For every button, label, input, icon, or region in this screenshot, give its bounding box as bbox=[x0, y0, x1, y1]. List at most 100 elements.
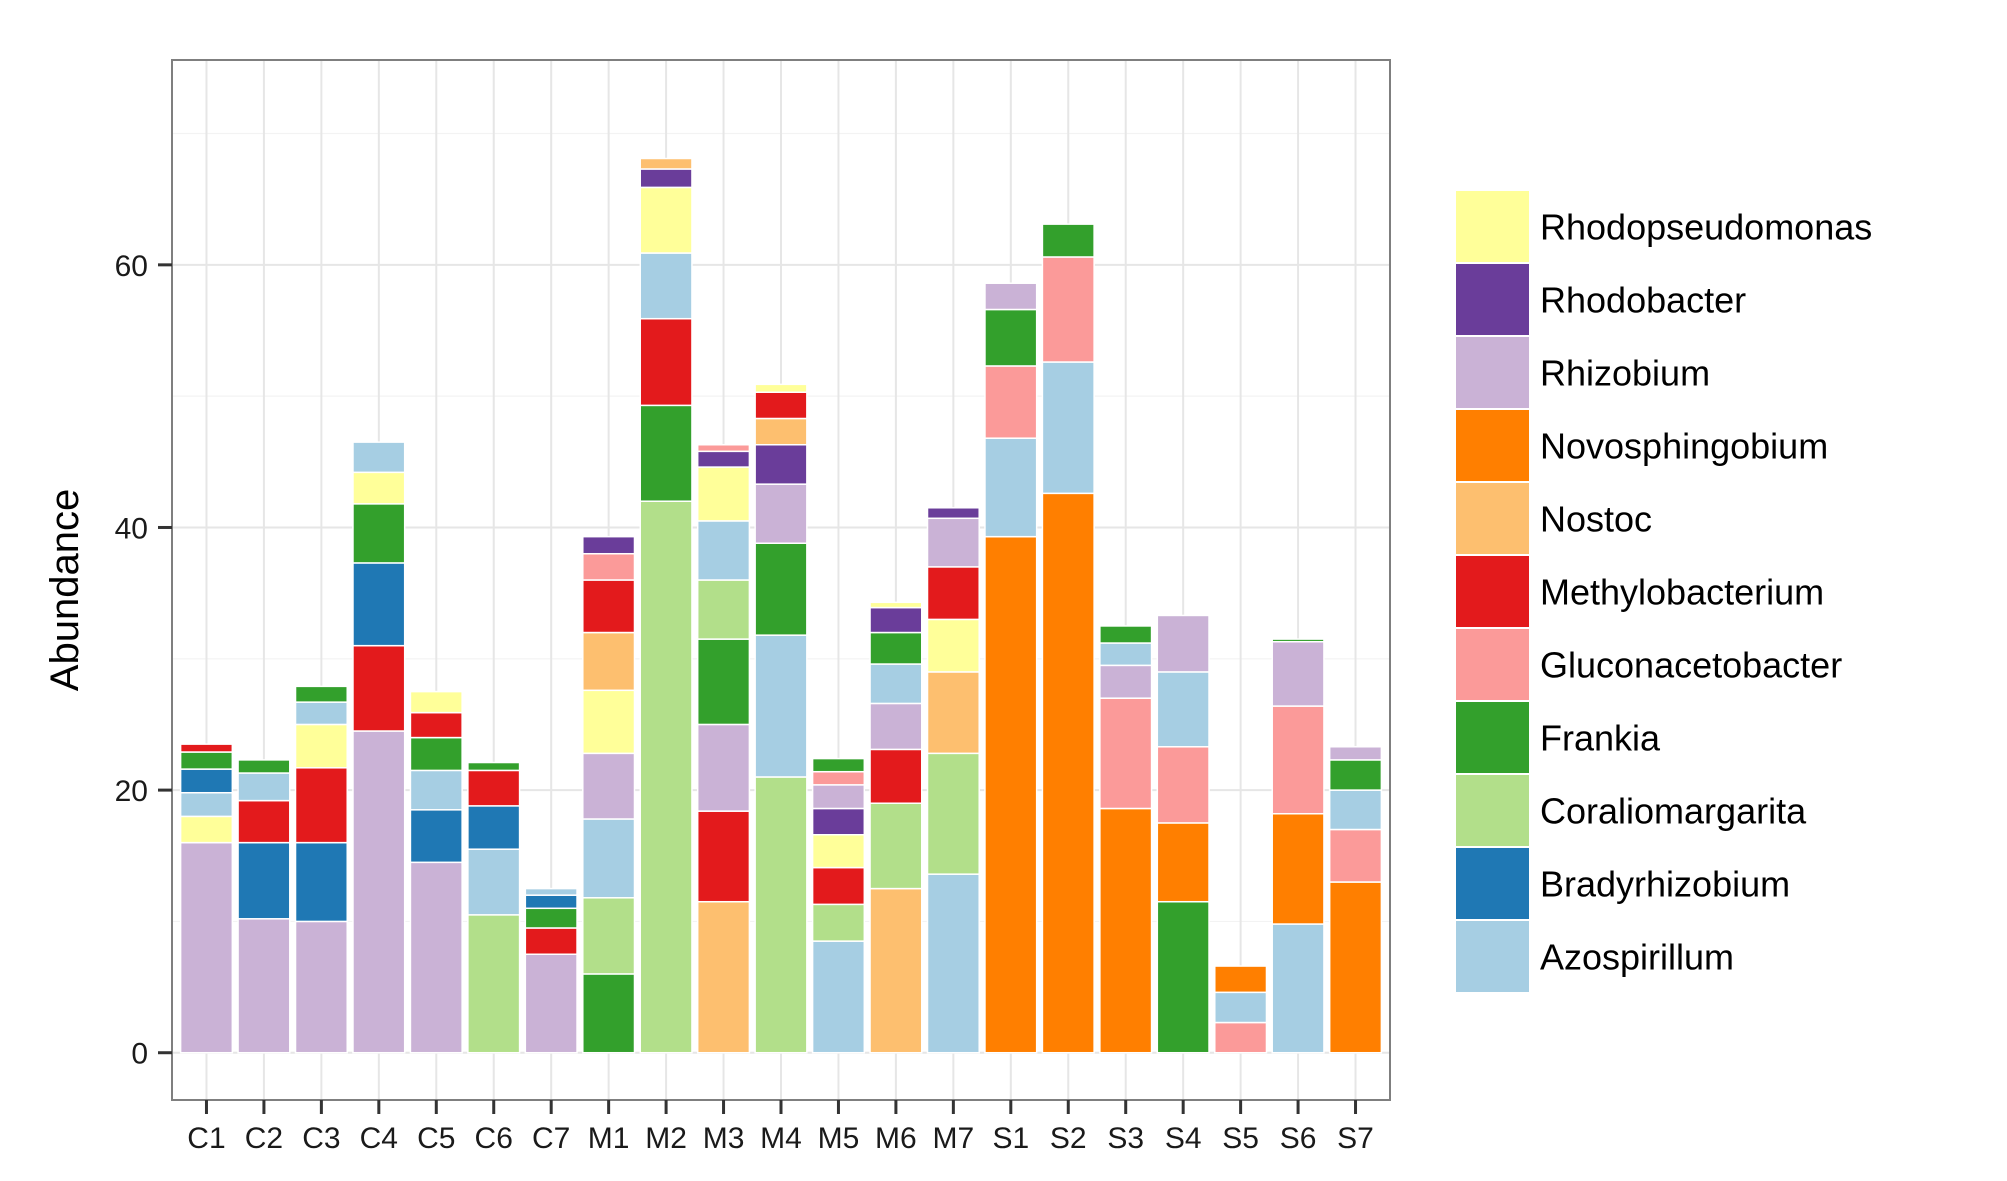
bar-segment-M7-azospirillum bbox=[926, 873, 980, 1054]
legend-swatch-frankia bbox=[1454, 700, 1531, 775]
bar-segment-M4-azospirillum bbox=[754, 634, 808, 778]
bar-segment-C3-methylobacterium bbox=[294, 767, 348, 844]
bar-segment-C1-methylobacterium bbox=[179, 743, 234, 753]
bar-segment-S3-gluconacetobacter bbox=[1099, 697, 1153, 810]
bar-segment-M5-rhodopseudomonas bbox=[811, 833, 866, 869]
x-tick-label: S1 bbox=[992, 1122, 1029, 1155]
bar-segment-S4-gluconacetobacter bbox=[1156, 746, 1210, 824]
legend-label-rhizobium: Rhizobium bbox=[1540, 353, 1710, 394]
legend-label-novosphingobium: Novosphingobium bbox=[1540, 426, 1828, 467]
bar-segment-C7-azospirillum bbox=[524, 887, 578, 896]
bar-segment-M2-frankia bbox=[639, 404, 693, 502]
legend-label-rhodopseudomonas: Rhodopseudomonas bbox=[1540, 207, 1872, 248]
bar-segment-C3-frankia bbox=[294, 685, 348, 703]
bar-segment-S7-novosphingobium bbox=[1328, 881, 1383, 1054]
bar-segment-M4-frankia bbox=[754, 542, 808, 636]
x-tick-label: C6 bbox=[475, 1122, 513, 1155]
x-tick-label: S5 bbox=[1222, 1122, 1259, 1155]
x-tick-label: M7 bbox=[933, 1122, 975, 1155]
bar-segment-M7-methylobacterium bbox=[926, 566, 980, 621]
bar-segment-M2-rhodobacter bbox=[639, 168, 693, 189]
bar-segment-S4-rhizobium bbox=[1156, 614, 1210, 673]
bar-segment-S1-rhizobium bbox=[984, 282, 1038, 311]
bar-segment-M1-frankia bbox=[582, 973, 636, 1054]
bar-segment-M7-rhodobacter bbox=[926, 507, 980, 520]
bar-segment-M6-rhizobium bbox=[869, 702, 923, 751]
legend-label-nostoc: Nostoc bbox=[1540, 499, 1652, 540]
bar-segment-M6-coraliomargarita bbox=[869, 802, 923, 890]
x-tick-label: C7 bbox=[532, 1122, 570, 1155]
legend: Rhodopseudomonas Rhodobacter Rhizobium Novo… bbox=[1454, 189, 1872, 994]
bar-segment-M4-rhodobacter bbox=[754, 443, 808, 485]
bar-segment-C5-rhizobium bbox=[409, 861, 463, 1054]
x-tick-label: C2 bbox=[245, 1122, 283, 1155]
bar-segment-M7-nostoc bbox=[926, 671, 980, 755]
bar-segment-M5-rhodobacter bbox=[811, 807, 866, 836]
bar-segment-M2-azospirillum bbox=[639, 252, 693, 320]
x-tick-label: C3 bbox=[302, 1122, 340, 1155]
bar-segment-S5-novosphingobium bbox=[1214, 965, 1268, 994]
bar-segment-S7-rhizobium bbox=[1328, 746, 1383, 761]
bar-segment-C4-rhodopseudomonas bbox=[352, 471, 406, 505]
bar-segment-M3-coraliomargarita bbox=[696, 579, 751, 640]
bar-segment-S3-azospirillum bbox=[1099, 642, 1153, 667]
bar-segment-C1-azospirillum bbox=[179, 791, 234, 818]
legend-swatch-azospirillum bbox=[1454, 919, 1531, 994]
bar-segment-S7-gluconacetobacter bbox=[1328, 828, 1383, 883]
x-tick-label: M5 bbox=[818, 1122, 860, 1155]
bar-segment-C2-rhizobium bbox=[237, 918, 291, 1054]
legend-swatch-methylobacterium bbox=[1454, 554, 1531, 629]
bar-segment-M2-rhodopseudomonas bbox=[639, 186, 693, 254]
bar-segment-M6-frankia bbox=[869, 631, 923, 665]
bar-segment-S6-gluconacetobacter bbox=[1271, 705, 1325, 815]
bar-segment-C7-bradyrhizobium bbox=[524, 894, 578, 910]
bar-segment-C3-rhodopseudomonas bbox=[294, 723, 348, 769]
bar-segment-C4-azospirillum bbox=[352, 441, 406, 474]
bar-segment-C2-frankia bbox=[237, 759, 291, 774]
axes: 0 20 40 60 C1 C2 C3 C4 C5 C6 C7 M1 M2 M3 M4 M5 M6 M7 S1 S2 S… bbox=[115, 250, 1374, 1155]
x-tick-label: M1 bbox=[588, 1122, 630, 1155]
bar-segment-M1-methylobacterium bbox=[582, 579, 636, 634]
bar-segment-M5-methylobacterium bbox=[811, 866, 866, 906]
bar-segment-M4-methylobacterium bbox=[754, 391, 808, 420]
bar-segment-M7-rhizobium bbox=[926, 517, 980, 568]
bar-segment-C3-rhizobium bbox=[294, 920, 348, 1054]
bar-segment-S1-gluconacetobacter bbox=[984, 365, 1038, 439]
bar-segment-S1-azospirillum bbox=[984, 437, 1038, 538]
bar-segment-C1-rhodopseudomonas bbox=[179, 815, 234, 844]
bar-segment-S7-azospirillum bbox=[1328, 789, 1383, 831]
bar-segment-S6-novosphingobium bbox=[1271, 812, 1325, 925]
bar-segment-M1-nostoc bbox=[582, 631, 636, 692]
bar-segment-C2-methylobacterium bbox=[237, 799, 291, 844]
y-tick-label: 20 bbox=[115, 775, 148, 808]
bar-segment-C4-frankia bbox=[352, 503, 406, 564]
bar-segment-M1-rhizobium bbox=[582, 752, 636, 820]
bar-segment-C3-azospirillum bbox=[294, 701, 348, 726]
bar-segment-S2-frankia bbox=[1041, 223, 1095, 258]
bar-segment-S6-azospirillum bbox=[1271, 923, 1325, 1054]
bar-segment-S1-frankia bbox=[984, 308, 1038, 367]
legend-label-rhodobacter: Rhodobacter bbox=[1540, 280, 1746, 321]
x-tick-label: M2 bbox=[645, 1122, 687, 1155]
bar-segment-C6-frankia bbox=[467, 761, 521, 772]
bar-segment-M3-rhizobium bbox=[696, 723, 751, 812]
bar-segment-M2-methylobacterium bbox=[639, 317, 693, 407]
bar-segment-C4-rhizobium bbox=[352, 730, 406, 1054]
legend-label-frankia: Frankia bbox=[1540, 718, 1661, 759]
y-tick-label: 40 bbox=[115, 512, 148, 545]
bar-segment-M2-nostoc bbox=[639, 157, 693, 170]
legend-label-azospirillum: Azospirillum bbox=[1540, 937, 1734, 978]
bar-segment-M1-rhodopseudomonas bbox=[582, 689, 636, 755]
bar-segment-C2-bradyrhizobium bbox=[237, 841, 291, 920]
x-tick-label: S4 bbox=[1165, 1122, 1202, 1155]
bar-segment-S3-novosphingobium bbox=[1099, 807, 1153, 1054]
bar-segment-S2-gluconacetobacter bbox=[1041, 256, 1095, 363]
legend-swatch-gluconacetobacter bbox=[1454, 627, 1531, 702]
y-tick-label: 0 bbox=[131, 1038, 148, 1071]
x-tick-label: C5 bbox=[417, 1122, 455, 1155]
bar-segment-C6-azospirillum bbox=[467, 848, 521, 916]
legend-label-bradyrhizobium: Bradyrhizobium bbox=[1540, 864, 1790, 905]
bar-segment-C1-frankia bbox=[179, 751, 234, 770]
legend-label-coraliomargarita: Coraliomargarita bbox=[1540, 791, 1807, 832]
x-tick-label: M6 bbox=[875, 1122, 917, 1155]
